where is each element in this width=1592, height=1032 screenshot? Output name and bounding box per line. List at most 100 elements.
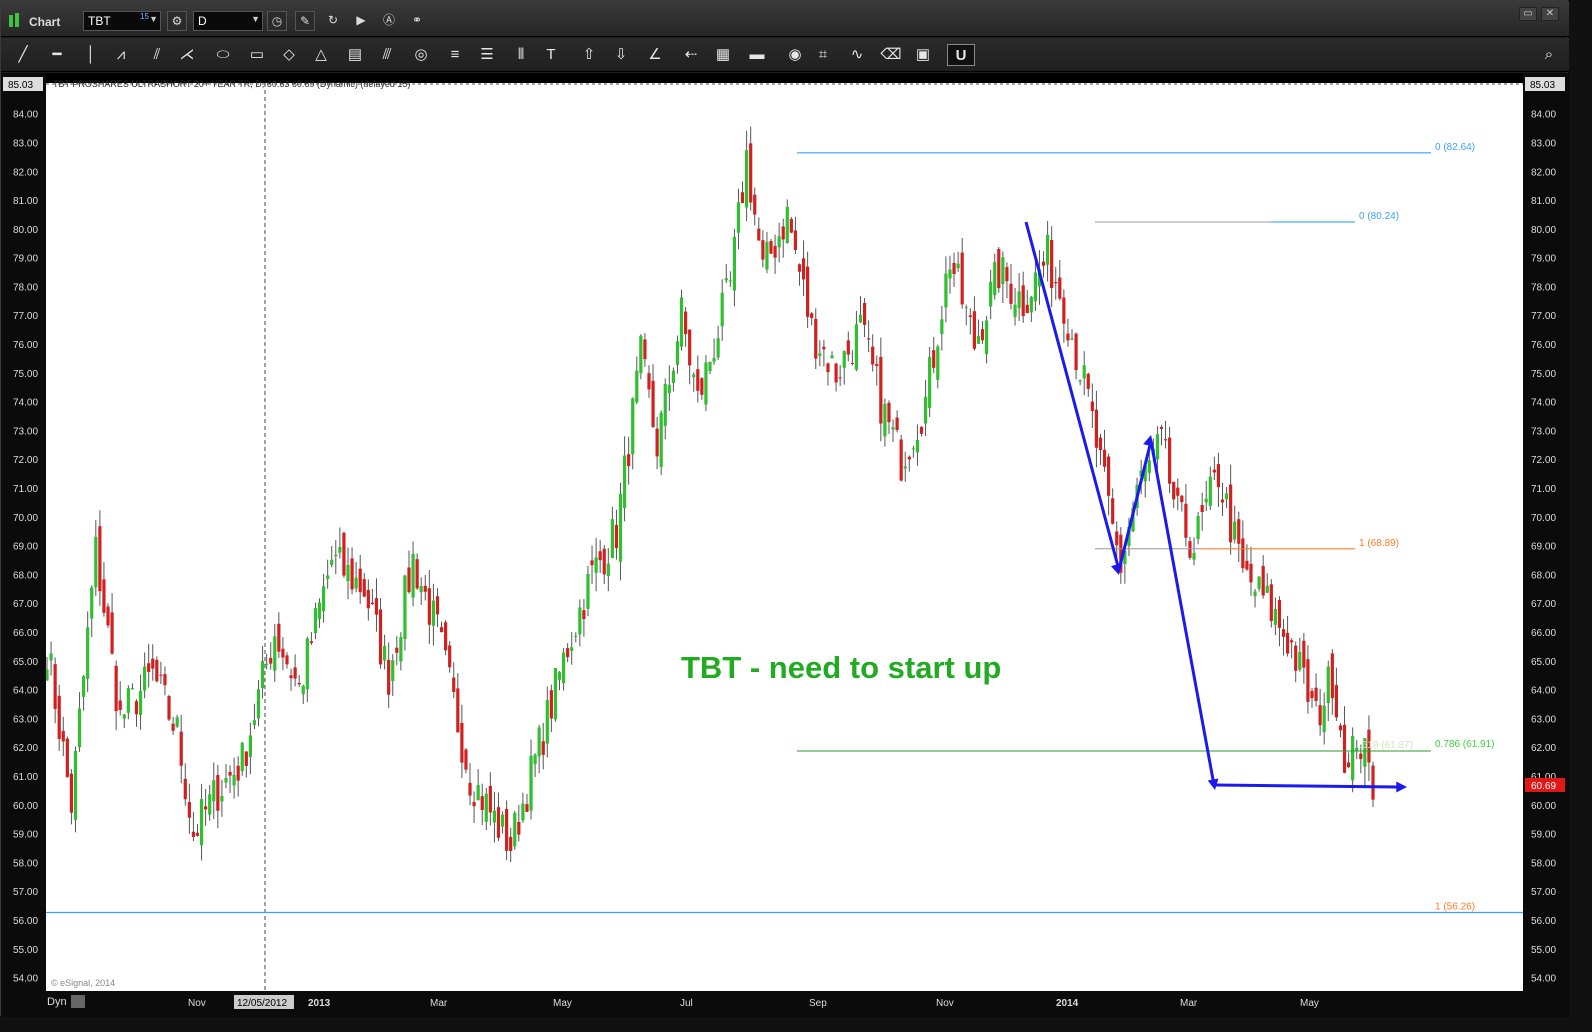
candle-up[interactable] [500,814,505,827]
ellipse-icon[interactable]: ⬭ [216,46,230,63]
candle-down[interactable] [879,356,883,424]
candle-up[interactable] [419,586,423,593]
candle-up[interactable] [73,750,78,820]
candle-down[interactable] [289,675,293,679]
candle-up[interactable] [586,574,590,609]
candle-up[interactable] [1298,652,1302,670]
candle-up[interactable] [663,384,667,426]
candle-up[interactable] [1322,705,1326,732]
candle-down[interactable] [1371,765,1375,800]
candle-up[interactable] [521,803,525,821]
candle-down[interactable] [435,596,440,615]
candle-down[interactable] [472,801,476,807]
candle-down[interactable] [110,612,114,654]
candle-down[interactable] [415,559,419,589]
candle-up[interactable] [126,688,130,713]
candle-up[interactable] [561,652,566,684]
candle-up[interactable] [252,720,257,725]
candle-down[interactable] [1176,487,1180,496]
candle-down[interactable] [216,775,220,811]
candle-down[interactable] [228,771,232,776]
candle-up[interactable] [484,793,488,822]
eye-icon[interactable]: ◉ [788,46,802,63]
candle-up[interactable] [606,563,610,577]
candle-up[interactable] [90,587,94,619]
candle-down[interactable] [899,439,903,481]
candle-down[interactable] [582,610,586,620]
grid-icon[interactable]: ▦ [715,46,731,63]
candle-down[interactable] [1359,753,1363,760]
candle-down[interactable] [789,219,793,233]
candle-down[interactable] [1310,690,1314,698]
candle-up[interactable] [704,362,708,405]
candle-down[interactable] [517,822,521,835]
candle-down[interactable] [1200,505,1204,513]
candle-up[interactable] [256,689,261,719]
candle-up[interactable] [301,685,305,695]
candle-up[interactable] [720,292,724,327]
candle-up[interactable] [557,672,562,680]
candle-up[interactable] [1351,736,1355,781]
candle-up[interactable] [1204,498,1208,503]
candle-up[interactable] [94,536,98,588]
candle-down[interactable] [952,262,956,275]
candle-up[interactable] [594,557,598,573]
candle-down[interactable] [1111,498,1115,524]
candle-down[interactable] [1290,640,1294,643]
candle-down[interactable] [1066,333,1070,341]
candle-up[interactable] [1017,291,1021,309]
candle-down[interactable] [423,585,427,592]
candle-down[interactable] [826,363,830,373]
vertical-line-icon[interactable]: │ [86,46,96,63]
candle-up[interactable] [928,357,932,408]
candle-up[interactable] [1257,576,1261,589]
candle-up[interactable] [399,637,403,662]
candle-up[interactable] [492,810,497,823]
candle-down[interactable] [781,226,785,240]
candle-down[interactable] [195,832,200,836]
channel-icon[interactable]: ▤ [347,46,363,63]
candle-up[interactable] [936,346,940,380]
fib-ext-icon[interactable]: ☰ [480,46,494,63]
plot-area[interactable] [46,83,1523,991]
candle-up[interactable] [545,699,549,744]
candle-down[interactable] [1058,277,1062,299]
candle-up[interactable] [265,663,269,665]
candle-down[interactable] [753,194,757,215]
candlestick-chart[interactable]: 0 (82.64) 0 (80.24) 1 (68.89) .618 (61.87) 0… [1,73,1569,1017]
candle-down[interactable] [834,363,838,383]
candle-down[interactable] [179,731,183,766]
candle-up[interactable] [208,794,212,815]
candle-down[interactable] [468,782,472,796]
candle-up[interactable] [724,278,728,281]
link-icon[interactable]: ⚭ [411,13,423,27]
candle-down[interactable] [1330,653,1334,699]
candle-up[interactable] [82,676,86,697]
eraser-icon[interactable]: ⌫ [880,46,902,63]
candle-up[interactable] [1082,365,1086,379]
candle-up[interactable] [1265,586,1269,593]
candle-down[interactable] [566,648,570,658]
candle-down[interactable] [1269,584,1273,621]
candle-down[interactable] [1285,632,1290,654]
candle-down[interactable] [1163,439,1168,441]
candle-down[interactable] [1306,659,1310,702]
candle-down[interactable] [895,417,899,431]
candle-down[interactable] [269,657,273,664]
candle-down[interactable] [602,548,606,575]
candle-down[interactable] [1212,469,1216,473]
candle-up[interactable] [1127,527,1131,546]
candle-up[interactable] [1355,747,1359,751]
candle-down[interactable] [1220,499,1225,503]
candle-up[interactable] [675,341,680,365]
candle-down[interactable] [907,456,911,460]
candle-down[interactable] [1025,304,1029,314]
candle-down[interactable] [1367,729,1371,763]
candle-up[interactable] [1192,552,1196,560]
down-arrow-icon[interactable]: ⇩ [614,46,628,63]
parallel-lines-icon[interactable]: ⫻ [382,46,392,63]
candle-down[interactable] [590,560,594,566]
candle-down[interactable] [69,773,74,813]
candle-up[interactable] [883,403,887,437]
candle-up[interactable] [574,635,578,637]
